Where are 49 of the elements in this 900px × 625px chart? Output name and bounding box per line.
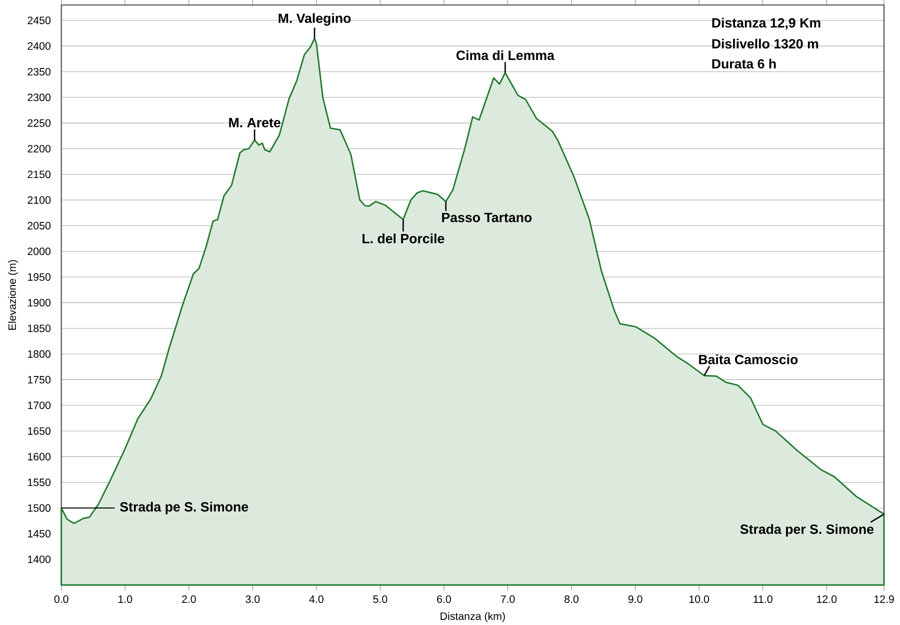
y-tick-label: 2300 xyxy=(28,94,51,102)
annotation: Baita Camoscio xyxy=(699,354,798,364)
x-tick-label: 8.0 xyxy=(564,595,579,603)
annotation: Distanza 12,9 Km xyxy=(712,18,820,30)
annotation: Passo Tartano xyxy=(442,212,532,222)
y-tick-label: 1500 xyxy=(28,504,51,512)
annotation: Dislivello 1320 m xyxy=(712,38,818,49)
x-tick-label: 4.0 xyxy=(309,595,324,603)
x-tick-label: 3.0 xyxy=(246,595,260,603)
y-tick-label: 1950 xyxy=(28,273,51,281)
y-tick-label: 2050 xyxy=(28,222,51,230)
annotation: M. Arete xyxy=(229,118,280,128)
y-tick-label: 1750 xyxy=(28,376,51,384)
y-tick-label: 2100 xyxy=(28,196,51,204)
x-tick-label: 12.0 xyxy=(817,595,837,603)
x-tick-label: 5.0 xyxy=(373,595,388,603)
y-tick-label: 1850 xyxy=(28,324,51,332)
annotation: Strada per S. Simone xyxy=(740,524,874,537)
x-axis-title: Distanza (km) xyxy=(440,612,505,622)
annotation: M. Valegino xyxy=(278,13,351,26)
y-tick-label: 1600 xyxy=(28,452,51,460)
y-tick-label: 2150 xyxy=(28,170,51,178)
y-tick-label: 2000 xyxy=(28,248,51,256)
x-tick-label: 12.9 xyxy=(874,595,894,603)
x-tick-label: 0.0 xyxy=(54,595,68,603)
y-tick-label: 2250 xyxy=(28,119,51,127)
annotation: Cima di Lemma xyxy=(456,50,555,60)
y-tick-label: 1700 xyxy=(28,402,51,410)
y-axis-title: Elevazione (m) xyxy=(8,260,18,330)
x-tick-label: 1.0 xyxy=(118,595,132,603)
y-tick-label: 2400 xyxy=(28,42,51,50)
annotation: L. del Porcile xyxy=(362,234,444,244)
annotation: Durata 6 h xyxy=(712,58,776,69)
y-tick-label: 1900 xyxy=(28,298,51,306)
annotation: Strada pe S. Simone xyxy=(120,502,248,514)
x-tick-label: 7.0 xyxy=(500,595,515,603)
x-tick-label: 6.0 xyxy=(437,595,451,603)
x-tick-label: 2.0 xyxy=(182,595,196,603)
x-tick-label: 9.0 xyxy=(628,595,642,603)
y-tick-label: 2350 xyxy=(28,68,51,76)
y-tick-label: 1400 xyxy=(28,556,51,564)
x-tick-label: 10.0 xyxy=(690,595,710,603)
y-tick-label: 1800 xyxy=(28,350,51,358)
y-tick-label: 1650 xyxy=(28,427,51,435)
y-tick-label: 2200 xyxy=(28,144,51,152)
y-tick-label: 1450 xyxy=(28,530,51,538)
x-tick-label: 11.0 xyxy=(754,595,772,603)
y-tick-label: 2450 xyxy=(28,16,51,24)
y-tick-label: 1550 xyxy=(28,478,51,486)
